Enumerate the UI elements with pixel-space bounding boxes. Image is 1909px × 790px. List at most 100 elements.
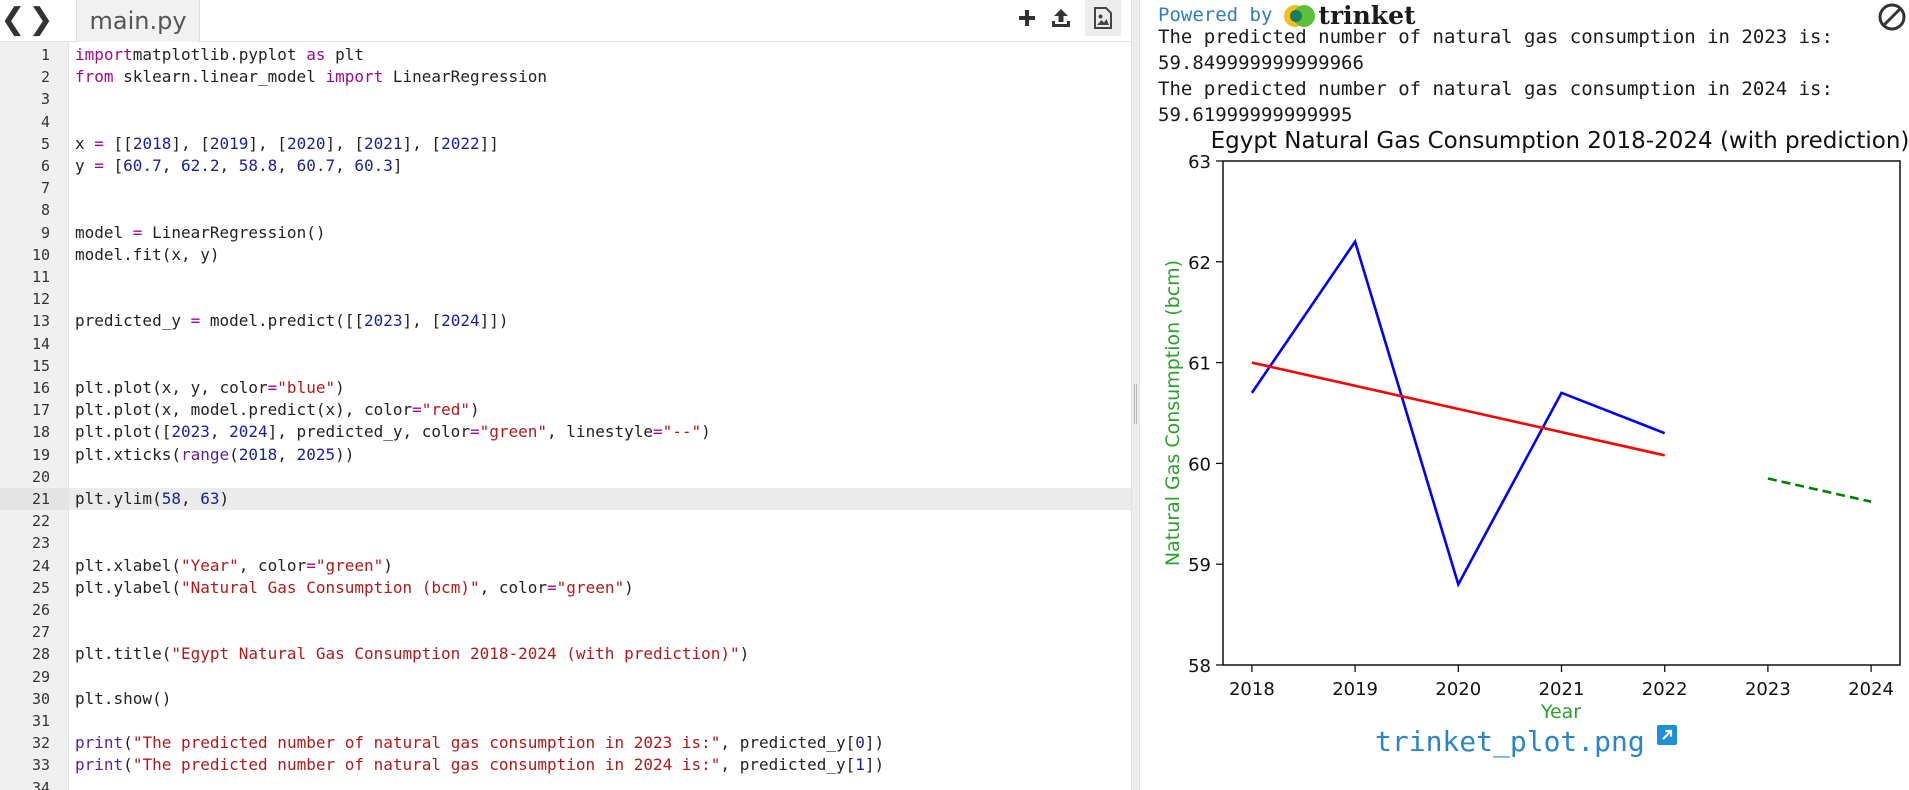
forward-arrow-icon[interactable]: ❯ — [28, 1, 54, 37]
image-button[interactable] — [1085, 0, 1121, 36]
line-number: 31 — [31, 712, 50, 730]
line-number: 13 — [31, 312, 50, 331]
code-line[interactable]: predicted_y = model.predict([[2023], [20… — [75, 311, 509, 331]
y-tick-label: 61 — [1188, 354, 1211, 375]
line-number: 28 — [31, 645, 50, 664]
line-number: 8 — [40, 201, 50, 220]
plot-link-text: trinket_plot.png — [1375, 725, 1645, 758]
line-number: 2 — [40, 68, 50, 87]
plus-icon — [1019, 10, 1035, 26]
output-pane: Powered by trinket The predicted number … — [1140, 0, 1909, 790]
code-line[interactable]: print("The predicted number of natural g… — [75, 733, 885, 753]
code-line[interactable] — [69, 355, 1131, 377]
code-line[interactable] — [69, 333, 1131, 355]
code-line[interactable]: x = [[2018], [2019], [2020], [2021], [20… — [75, 133, 499, 153]
back-arrow-icon[interactable]: ❮ — [0, 1, 26, 37]
line-number: 30 — [31, 689, 50, 708]
data-series — [1250, 238, 1872, 588]
x-axis-label: Year — [1540, 701, 1581, 723]
line-number: 4 — [40, 112, 50, 131]
code-line[interactable] — [69, 288, 1131, 310]
console-line: The predicted number of natural gas cons… — [1158, 26, 1833, 48]
code-line[interactable] — [69, 111, 1131, 133]
code-line[interactable] — [69, 532, 1131, 554]
x-tick-label: 2019 — [1332, 679, 1378, 700]
x-tick-label: 2018 — [1229, 679, 1275, 700]
line-number: 26 — [31, 601, 50, 619]
line-number: 18 — [31, 423, 50, 442]
code-line[interactable]: plt.xticks(range(2018, 2025)) — [75, 444, 355, 464]
line-number: 11 — [31, 268, 50, 286]
y-tick-label: 59 — [1188, 555, 1211, 576]
code-line[interactable] — [69, 599, 1131, 621]
line-number: 15 — [31, 356, 50, 375]
y-tick-label: 60 — [1188, 454, 1211, 475]
pane-splitter[interactable] — [1131, 0, 1140, 790]
stop-button[interactable] — [1877, 2, 1907, 32]
x-tick-label: 2023 — [1745, 679, 1791, 700]
line-number: 32 — [31, 734, 50, 753]
add-file-button[interactable] — [1014, 0, 1040, 36]
code-line[interactable]: plt.plot(x, y, color="blue") — [75, 378, 345, 397]
code-line[interactable]: importmatplotlib.pyplot as plt — [75, 45, 364, 64]
line-number: 14 — [31, 334, 50, 353]
line-number-gutter: 1 2 3 4 5 6 7 8 9 10 11 12 13 14 15 16 17 18 19 20 21 22 23 24 2… — [0, 42, 69, 790]
series-line-0 — [1250, 238, 1666, 588]
code-line[interactable] — [69, 777, 1131, 790]
code-line[interactable]: plt.title("Egypt Natural Gas Consumption… — [75, 644, 750, 664]
plot-image-link[interactable]: trinket_plot.png — [1375, 725, 1677, 758]
x-tick-label: 2024 — [1848, 679, 1894, 700]
line-number: 34 — [31, 778, 50, 790]
code-line[interactable]: print("The predicted number of natural g… — [75, 755, 885, 775]
code-line[interactable] — [69, 88, 1131, 110]
editor-toolbar: ❮ ❯ main.py — [0, 0, 1131, 42]
code-line[interactable]: plt.ylabel("Natural Gas Consumption (bcm… — [75, 577, 634, 597]
code-line[interactable] — [69, 710, 1131, 732]
series-line-2 — [1767, 477, 1872, 503]
line-number: 24 — [31, 556, 50, 575]
code-line[interactable] — [69, 177, 1131, 199]
splitter-grip-icon — [1134, 384, 1137, 424]
code-line[interactable]: model.fit(x, y) — [75, 244, 220, 264]
line-number: 12 — [31, 290, 50, 309]
code-line[interactable] — [69, 266, 1131, 288]
chart-title: Egypt Natural Gas Consumption 2018-2024 … — [1211, 128, 1909, 154]
upload-button[interactable] — [1047, 0, 1075, 36]
image-icon — [1094, 7, 1112, 29]
code-editor[interactable]: importmatplotlib.pyplot as plt from sklea… — [69, 42, 1131, 790]
y-axis-label: Natural Gas Consumption (bcm) — [1162, 260, 1184, 566]
console-line: The predicted number of natural gas cons… — [1158, 78, 1833, 100]
line-number: 7 — [40, 179, 50, 198]
upload-icon — [1052, 9, 1070, 27]
powered-by-label: Powered by — [1158, 4, 1273, 26]
code-line[interactable]: plt.xlabel("Year", color="green") — [75, 555, 393, 575]
code-line[interactable] — [69, 621, 1131, 643]
code-line[interactable]: plt.show() — [75, 688, 172, 708]
code-line[interactable]: model = LinearRegression() — [75, 222, 326, 242]
y-tick-label: 63 — [1188, 152, 1211, 173]
brand-name: trinket — [1318, 0, 1416, 30]
code-line[interactable]: y = [60.7, 62.2, 58.8, 60.7, 60.3] — [75, 156, 403, 175]
line-number: 23 — [31, 534, 50, 553]
code-line[interactable] — [69, 466, 1131, 488]
line-number: 20 — [31, 467, 50, 486]
console-line: 59.61999999999995 — [1158, 104, 1353, 126]
code-line[interactable] — [69, 510, 1131, 532]
file-tab[interactable]: main.py — [76, 0, 200, 42]
line-number: 25 — [31, 578, 50, 597]
code-line[interactable]: plt.plot([2023, 2024], predicted_y, colo… — [75, 422, 711, 442]
line-number: 17 — [31, 401, 50, 420]
code-line[interactable]: plt.ylim(58, 63) — [69, 488, 1131, 510]
code-line[interactable]: from sklearn.linear_model import LinearR… — [75, 67, 548, 87]
x-tick-label: 2021 — [1539, 679, 1585, 700]
powered-by-trinket[interactable]: Powered by trinket — [1158, 0, 1416, 30]
code-line[interactable]: plt.plot(x, model.predict(x), color="red… — [75, 400, 480, 420]
line-number: 22 — [31, 512, 50, 531]
code-line[interactable] — [69, 666, 1131, 688]
code-line[interactable] — [69, 199, 1131, 221]
console-line: 59.849999999999966 — [1158, 52, 1364, 74]
y-axis: 58 59 60 61 62 63 — [1188, 152, 1223, 677]
line-number: 9 — [40, 223, 50, 242]
x-tick-label: 2020 — [1435, 679, 1481, 700]
line-number: 3 — [40, 90, 50, 109]
